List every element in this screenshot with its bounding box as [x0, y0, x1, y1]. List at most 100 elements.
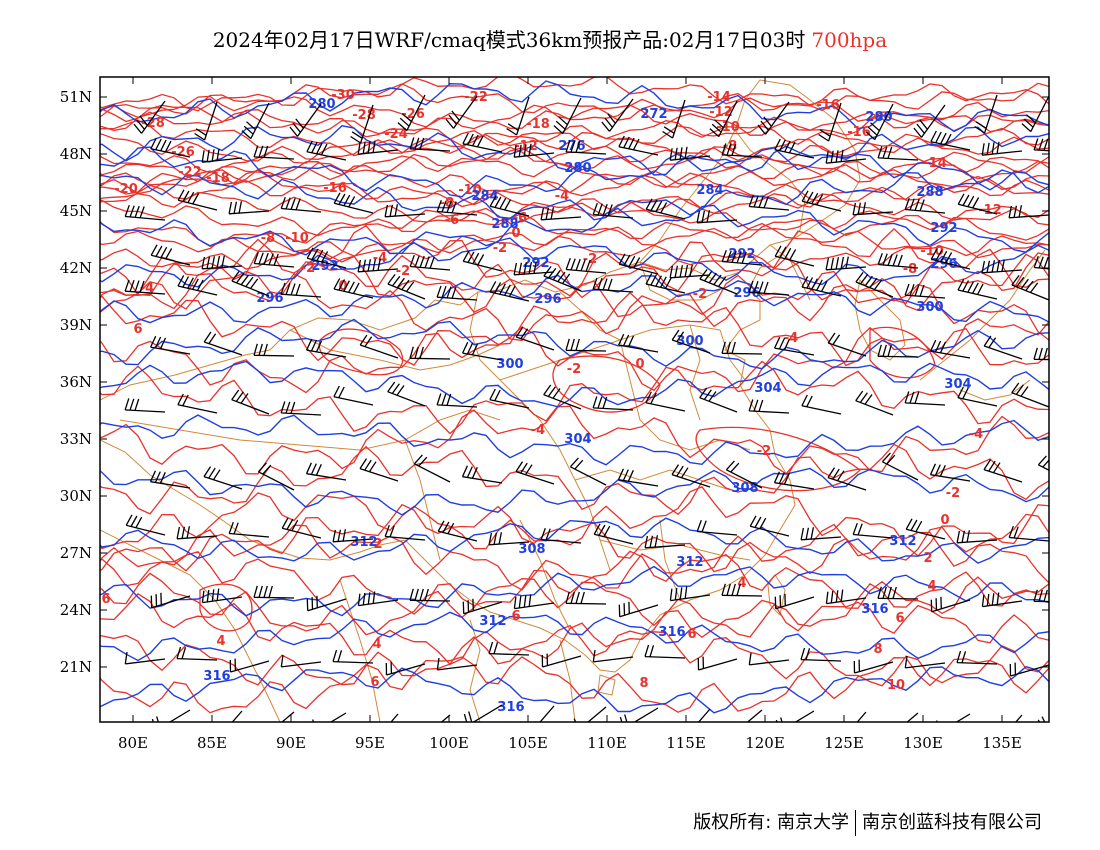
wind-barb [1033, 255, 1049, 270]
isotherm-label: -8 [903, 262, 917, 277]
wind-barb [618, 253, 659, 275]
wind-barb [957, 386, 998, 407]
wind-barb [553, 97, 582, 135]
wind-barb [176, 526, 218, 540]
height-label: 284 [696, 183, 723, 198]
lon-label: 125E [824, 734, 864, 752]
isotherm-label: -2 [493, 241, 507, 256]
isotherm-label: -20 [114, 182, 138, 197]
lat-label: 30N [60, 487, 92, 505]
wind-barb [644, 535, 686, 549]
isotherm-label: -14 [923, 156, 947, 171]
wind-barb [852, 522, 894, 539]
wind-barb [981, 592, 1023, 608]
wind-barb [853, 659, 894, 674]
title-level: 700hpa [811, 28, 888, 52]
isotherm-label: -4 [373, 251, 387, 266]
isotherm [100, 83, 1049, 121]
height-label: 312 [889, 534, 916, 549]
height-contour [100, 414, 1049, 466]
isotherm [100, 624, 1049, 687]
isotherm-label: -18 [526, 117, 550, 132]
wind-barb [463, 704, 503, 722]
wind-barb [905, 518, 946, 540]
height-label: 300 [496, 357, 523, 372]
wind-barb [800, 527, 842, 541]
wind-barb [827, 332, 867, 357]
height-label: 288 [491, 217, 518, 232]
wind-barb [721, 249, 763, 266]
wind-barb [855, 272, 894, 298]
wind-barb [289, 103, 322, 137]
height-contour [100, 517, 1049, 564]
wind-barb [231, 710, 243, 722]
wind-barb [930, 339, 971, 359]
lat-label: 51N [60, 88, 92, 106]
wind-barb [671, 464, 711, 488]
wind-barb [359, 458, 399, 482]
wind-barb [280, 654, 322, 668]
isotherm [100, 92, 1049, 132]
isotherm-label: -22 [178, 165, 202, 180]
isotherm [100, 550, 1049, 615]
geopotential-contours [100, 80, 1049, 714]
wind-barb [515, 461, 555, 485]
wind-barb [350, 104, 374, 144]
lon-label: 85E [197, 734, 227, 752]
isotherm-label: -12 [709, 105, 733, 120]
wind-barb [981, 259, 1023, 274]
province-line [659, 519, 681, 601]
isotherm [100, 234, 1049, 271]
wind-barb [385, 661, 426, 676]
hainan-outline [597, 674, 616, 696]
height-contour [100, 665, 1049, 714]
isotherm-label: 6 [511, 609, 520, 624]
wind-barb [721, 143, 763, 158]
wind-barb [150, 137, 191, 158]
wind-barb [1011, 382, 1049, 408]
wind-barb [281, 711, 295, 722]
wind-barb [253, 343, 295, 357]
wind-barb [825, 149, 867, 164]
wind-barb [333, 278, 374, 299]
wind-barb [462, 341, 503, 361]
isotherm [100, 592, 1049, 666]
wind-barb [904, 197, 946, 214]
wind-barb [513, 143, 555, 158]
height-label: 304 [564, 432, 591, 447]
height-label: 312 [479, 614, 506, 629]
wind-barb [565, 338, 607, 352]
isotherm-label: -4 [969, 427, 983, 442]
height-contour [100, 467, 1049, 516]
wind-barb [228, 201, 270, 215]
isotherm [100, 443, 1049, 516]
wind-barb [904, 655, 946, 669]
isotherm-label: -30 [331, 88, 355, 103]
wind-barb [436, 285, 478, 301]
wind-barb [877, 586, 919, 600]
wind-barb [540, 527, 582, 544]
height-label: 288 [916, 185, 943, 200]
isotherm-label: -28 [352, 108, 376, 123]
isotherm [695, 426, 861, 492]
wind-barb [877, 344, 919, 358]
isotherm-label: -10 [458, 183, 482, 198]
height-label: 312 [350, 535, 377, 550]
height-contour [100, 80, 1049, 133]
wind-barb [749, 515, 790, 537]
wind-barb [930, 130, 971, 151]
wind-barb [540, 207, 582, 221]
wind-barb [150, 244, 191, 266]
footer-credit: 版权所有: 南京大学 南京创蓝科技有限公司 [693, 808, 1042, 836]
height-label: 308 [518, 542, 545, 557]
height-label: 308 [731, 481, 758, 496]
wind-barb [543, 266, 582, 292]
isotherm-label: 6 [687, 627, 696, 642]
wind-barb [904, 391, 946, 406]
height-label: 316 [861, 602, 888, 617]
isotherm [100, 77, 1049, 112]
wind-barb [662, 99, 686, 139]
wind-barb [201, 148, 243, 163]
isotherm-label: 0 [940, 513, 949, 528]
wind-barb [124, 651, 166, 665]
